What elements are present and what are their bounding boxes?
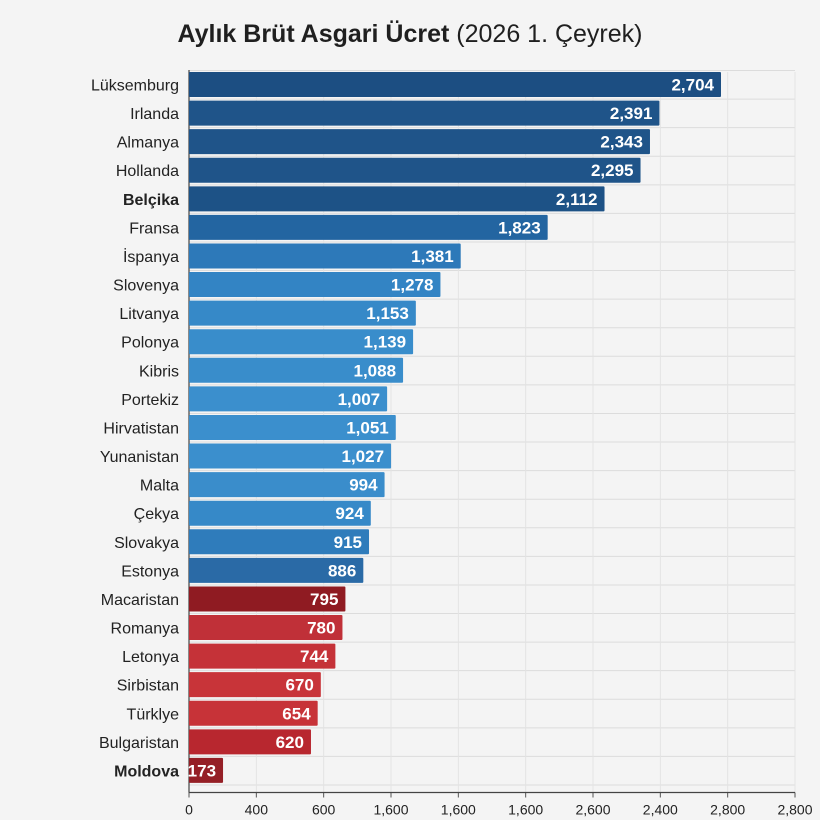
data-label: 795 bbox=[310, 590, 338, 609]
category-label: Lüksemburg bbox=[91, 78, 179, 95]
x-tick-label: 2,800 bbox=[710, 802, 745, 818]
bar bbox=[189, 243, 461, 269]
data-label: 670 bbox=[285, 676, 313, 695]
data-label: 1,051 bbox=[346, 418, 389, 437]
bar bbox=[189, 386, 388, 412]
data-label: 1,278 bbox=[391, 276, 434, 295]
category-label: Letonya bbox=[122, 649, 179, 666]
bar bbox=[189, 329, 414, 355]
category-label: Sirbistan bbox=[117, 678, 179, 695]
category-label: Bulgaristan bbox=[99, 735, 179, 752]
data-label: 994 bbox=[349, 476, 378, 495]
bar bbox=[189, 272, 441, 298]
data-label: 1,088 bbox=[354, 361, 397, 380]
category-label: Slovakya bbox=[114, 535, 179, 552]
bar bbox=[189, 500, 371, 526]
category-label: Estonya bbox=[121, 563, 179, 580]
data-label: 915 bbox=[334, 533, 362, 552]
x-tick-label: 2,800 bbox=[777, 802, 812, 818]
chart-subtitle: (2026 1. Çeyrek) bbox=[456, 20, 643, 48]
data-label: 1,027 bbox=[342, 447, 385, 466]
bar bbox=[189, 443, 392, 469]
bar bbox=[189, 615, 343, 641]
data-label: 780 bbox=[307, 619, 335, 638]
bar bbox=[189, 472, 385, 498]
bar bbox=[189, 157, 641, 183]
data-label: 1,153 bbox=[366, 304, 409, 323]
x-tick-label: 0 bbox=[185, 802, 193, 818]
data-label: 2,391 bbox=[610, 104, 653, 123]
bar bbox=[189, 129, 650, 155]
data-label: 1,139 bbox=[364, 333, 407, 352]
category-label: Litvanya bbox=[119, 306, 179, 323]
category-label: Almanya bbox=[117, 135, 179, 152]
category-label: Yunanistan bbox=[100, 449, 179, 466]
bar bbox=[189, 557, 364, 583]
category-label: Polonya bbox=[121, 335, 179, 352]
bar bbox=[189, 186, 605, 212]
category-label: İspanya bbox=[123, 247, 179, 266]
bar bbox=[189, 729, 311, 755]
bar bbox=[189, 586, 346, 612]
data-label: 924 bbox=[335, 504, 364, 523]
bar bbox=[189, 300, 416, 326]
data-label: 1,381 bbox=[411, 247, 454, 266]
x-tick-label: 1,600 bbox=[441, 802, 476, 818]
x-tick-label: 600 bbox=[312, 802, 336, 818]
category-label: Çekya bbox=[134, 506, 179, 523]
data-label: 173 bbox=[188, 761, 216, 780]
category-label: Belçika bbox=[123, 192, 179, 209]
category-label: Hollanda bbox=[116, 163, 179, 180]
x-tick-label: 1,600 bbox=[508, 802, 543, 818]
data-label: 744 bbox=[300, 647, 329, 666]
category-label: Slovenya bbox=[113, 278, 179, 295]
data-label: 2,112 bbox=[556, 190, 598, 209]
x-tick-label: 400 bbox=[245, 802, 269, 818]
data-label: 2,704 bbox=[671, 76, 714, 95]
x-tick-label: 2,400 bbox=[643, 802, 678, 818]
category-label: Türklye bbox=[127, 706, 180, 723]
category-label: Moldova bbox=[114, 763, 179, 780]
bar bbox=[189, 100, 660, 126]
bar bbox=[189, 414, 396, 440]
category-label: Kibris bbox=[139, 363, 179, 380]
category-label: Portekiz bbox=[121, 392, 179, 409]
data-label: 2,295 bbox=[591, 161, 634, 180]
bar bbox=[189, 214, 548, 240]
x-tick-label: 1,600 bbox=[373, 802, 408, 818]
bar bbox=[189, 757, 224, 783]
data-label: 1,823 bbox=[498, 218, 541, 237]
x-tick-label: 2,600 bbox=[575, 802, 610, 818]
data-label: 620 bbox=[276, 733, 304, 752]
bar bbox=[189, 643, 336, 669]
chart-title-main: Aylık Brüt Asgari Ücret bbox=[177, 20, 450, 48]
bar bbox=[189, 529, 370, 555]
bar bbox=[189, 72, 721, 97]
data-label: 886 bbox=[328, 561, 356, 580]
data-label: 2,343 bbox=[600, 133, 643, 152]
category-label: Macaristan bbox=[101, 592, 179, 609]
bar bbox=[189, 357, 404, 383]
chart-title: Aylık Brüt Asgari Ücret (2026 1. Çeyrek) bbox=[0, 20, 820, 49]
bar bbox=[189, 700, 318, 726]
category-label: Romanya bbox=[111, 621, 180, 638]
bar bbox=[189, 672, 321, 698]
category-label: Irlanda bbox=[130, 106, 179, 123]
category-label: Hirvatistan bbox=[103, 420, 179, 437]
category-label: Fransa bbox=[129, 220, 179, 237]
data-label: 1,007 bbox=[338, 390, 381, 409]
category-label: Malta bbox=[140, 478, 179, 495]
data-label: 654 bbox=[282, 704, 311, 723]
